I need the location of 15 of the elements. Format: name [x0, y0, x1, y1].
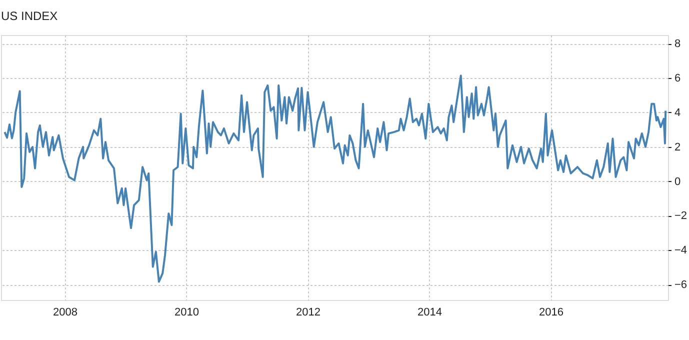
x-tick-label: 2016: [539, 306, 564, 318]
x-tick-label: 2012: [296, 306, 321, 318]
y-tick-label: 6: [674, 72, 681, 85]
y-tick-label: −6: [674, 279, 688, 292]
y-tick-label: 0: [674, 176, 681, 188]
x-tick-label: 2014: [418, 306, 442, 318]
y-tick-label: 8: [674, 38, 681, 50]
y-tick-label: −2: [674, 210, 688, 222]
y-tick-label: 2: [674, 141, 681, 154]
y-tick-label: 4: [674, 106, 681, 119]
x-tick-label: 2008: [53, 306, 78, 318]
chart-title: US INDEX: [1, 9, 58, 23]
x-tick-label: 2010: [174, 306, 200, 318]
line-series: [4, 74, 667, 283]
y-tick-label: −4: [674, 244, 688, 257]
